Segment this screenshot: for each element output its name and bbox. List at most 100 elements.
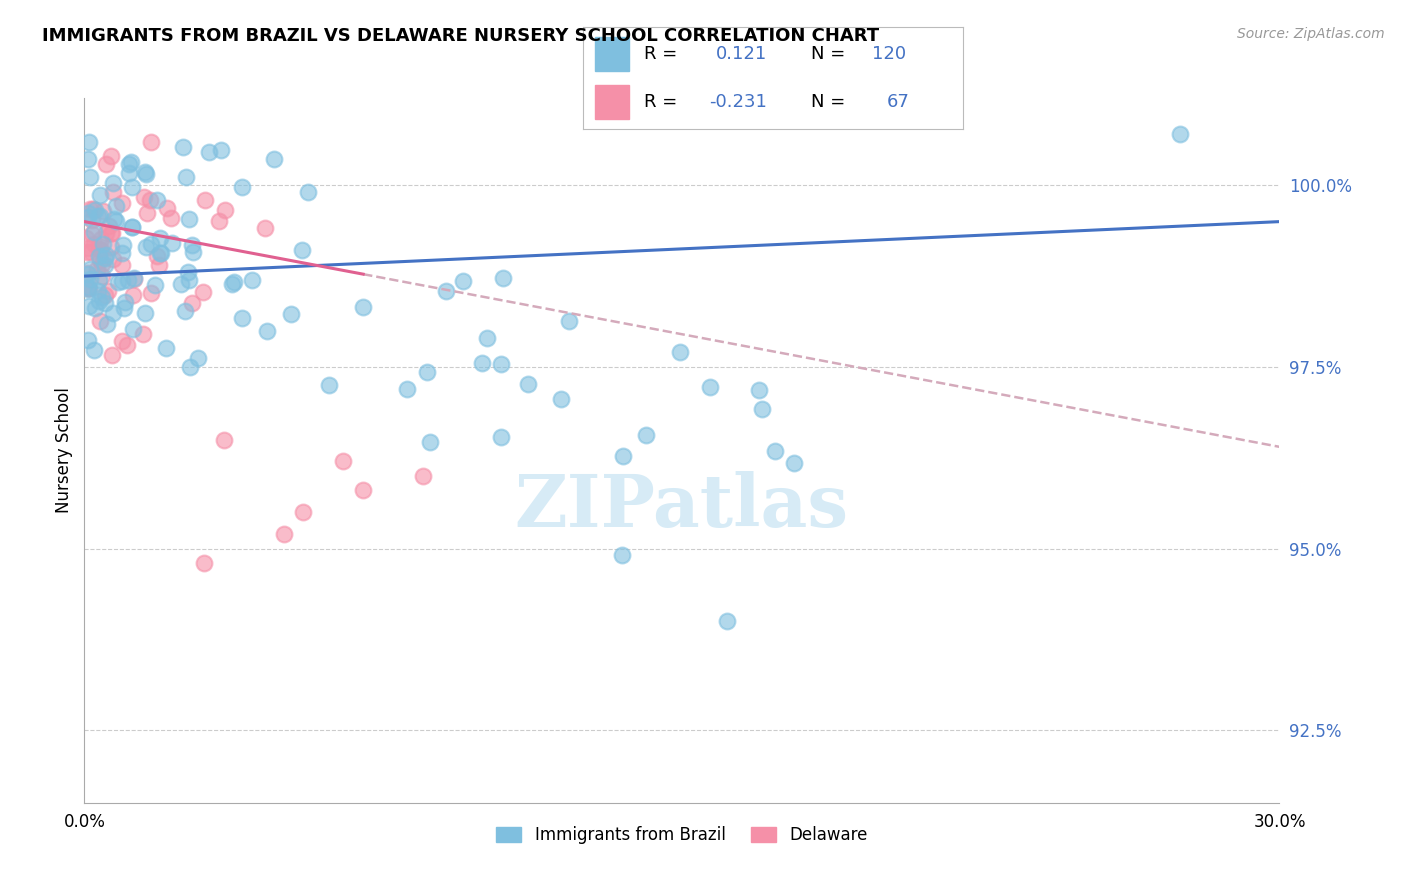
Text: N =: N = <box>811 93 845 111</box>
Point <box>148 258 170 272</box>
Point <box>79 202 101 217</box>
Point <box>121 180 143 194</box>
Point <box>669 345 692 359</box>
Point <box>172 139 194 153</box>
Text: -0.231: -0.231 <box>709 93 766 111</box>
Point <box>149 230 172 244</box>
Point <box>492 271 515 285</box>
Point <box>101 185 124 199</box>
Point <box>143 278 166 293</box>
Point <box>77 268 100 282</box>
Point <box>118 156 141 170</box>
Point <box>550 392 572 406</box>
Point <box>291 243 314 257</box>
Point <box>134 305 156 319</box>
Point <box>122 272 145 286</box>
Point <box>135 205 157 219</box>
Point <box>332 454 354 468</box>
Point <box>97 285 120 299</box>
Point <box>87 250 110 264</box>
Point <box>132 326 155 341</box>
Point <box>103 212 125 227</box>
Point <box>86 261 108 276</box>
Point <box>91 256 114 270</box>
Text: R =: R = <box>644 45 678 63</box>
Point <box>415 365 437 379</box>
Point <box>489 430 512 444</box>
Point <box>222 275 245 289</box>
Point <box>751 402 773 417</box>
Point <box>77 281 100 295</box>
Point <box>89 210 111 224</box>
Point <box>79 272 101 286</box>
Point <box>176 265 198 279</box>
Point <box>87 273 110 287</box>
Point <box>101 306 124 320</box>
Point <box>209 143 232 157</box>
Text: N =: N = <box>811 45 845 63</box>
Point <box>83 301 105 315</box>
Point <box>80 227 103 241</box>
Point <box>77 299 100 313</box>
Point <box>135 167 157 181</box>
Point <box>114 295 136 310</box>
Point <box>134 165 156 179</box>
Point <box>89 314 111 328</box>
Point <box>111 273 134 287</box>
Point <box>77 282 100 296</box>
Point <box>181 238 204 252</box>
Point <box>118 166 141 180</box>
Point <box>91 268 114 283</box>
Point <box>160 235 183 250</box>
Point <box>82 212 104 227</box>
Point <box>453 274 475 288</box>
Point <box>419 435 441 450</box>
Point <box>76 281 98 295</box>
Point <box>763 443 786 458</box>
Point <box>121 220 143 235</box>
Point <box>139 193 162 207</box>
Point <box>253 220 276 235</box>
Point <box>297 185 319 199</box>
Point <box>87 285 110 299</box>
Point <box>181 244 204 259</box>
Point <box>82 202 104 216</box>
Point <box>96 226 118 240</box>
Point <box>173 304 195 318</box>
Point <box>75 231 97 245</box>
Point <box>105 213 128 227</box>
Point <box>121 321 143 335</box>
Point <box>208 214 231 228</box>
Point <box>434 285 457 299</box>
Point <box>193 285 215 300</box>
Point <box>101 176 124 190</box>
Point <box>181 296 204 310</box>
Point <box>77 135 100 149</box>
Point <box>221 277 243 291</box>
Point <box>1168 128 1191 142</box>
Point <box>100 149 122 163</box>
Point <box>292 505 315 519</box>
Point <box>193 556 215 570</box>
Text: 67: 67 <box>887 93 910 111</box>
Point <box>117 273 139 287</box>
Point <box>716 614 738 628</box>
Point <box>156 202 179 216</box>
Point <box>139 236 162 251</box>
Text: R =: R = <box>644 93 678 111</box>
Legend: Immigrants from Brazil, Delaware: Immigrants from Brazil, Delaware <box>489 820 875 851</box>
Point <box>134 189 156 203</box>
Point <box>352 483 374 498</box>
Point <box>94 251 117 265</box>
Point <box>263 152 285 166</box>
Point <box>318 378 340 392</box>
Point <box>77 280 100 294</box>
Point <box>111 195 134 210</box>
Point <box>636 428 658 442</box>
Point <box>412 469 434 483</box>
Point <box>107 276 129 290</box>
Point <box>121 219 143 234</box>
Point <box>612 450 634 464</box>
Point <box>748 383 770 397</box>
Point <box>155 341 177 355</box>
